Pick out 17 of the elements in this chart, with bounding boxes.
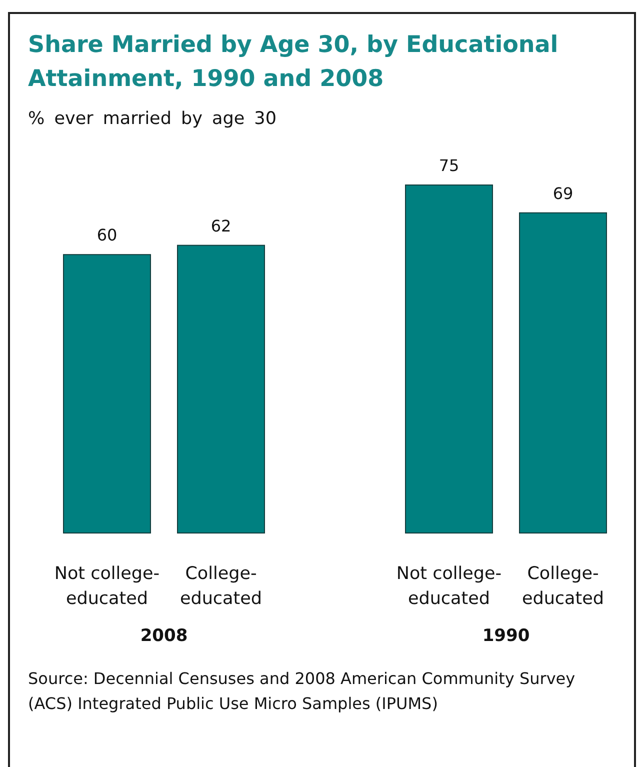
bar (519, 212, 607, 534)
bar (63, 254, 151, 534)
data-label: 69 (552, 184, 574, 203)
text: 2008 (140, 626, 188, 646)
x-tick-label: College-educated (522, 564, 604, 609)
bar (177, 244, 265, 534)
source-note: Source: Decennial Censuses and 2008 American Community Survey (ACS) Integrated Public Use Micro Samples (IPUMS) (28, 669, 576, 713)
x-tick-label: Not college-educated (396, 564, 502, 609)
data-label: 75 (438, 156, 460, 175)
text: 1990 (482, 626, 530, 646)
chart-title: Share Married by Age 30, by Educational Attainment, 1990 and 2008 (28, 32, 558, 92)
x-tick-label: Not college-educated (54, 564, 160, 609)
chart-subtitle: % ever married by age 30 (28, 109, 276, 129)
x-tick-label: College-educated (180, 564, 262, 609)
data-label: 62 (210, 216, 232, 236)
bar (405, 184, 493, 534)
data-label: 60 (96, 226, 118, 245)
